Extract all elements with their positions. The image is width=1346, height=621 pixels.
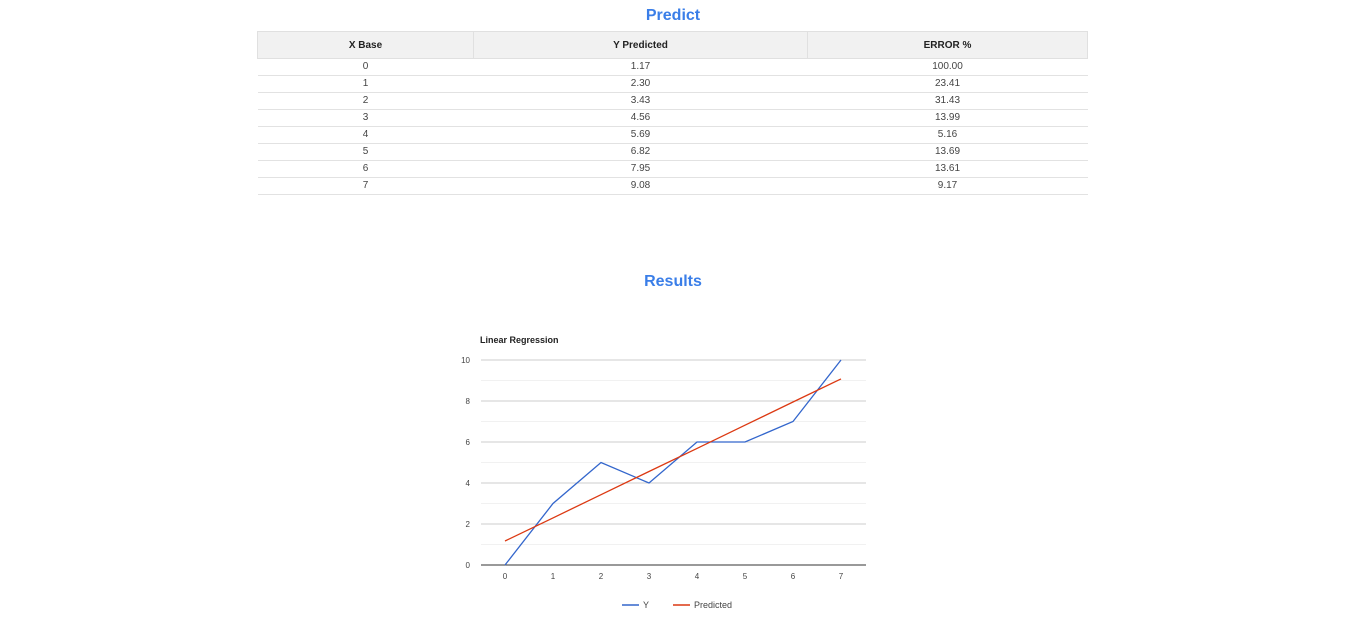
cell-x-base: 7 <box>257 177 474 195</box>
results-title: Results <box>644 273 702 290</box>
table-row: 4 5.69 5.16 <box>257 126 1088 144</box>
x-tick-label: 3 <box>647 572 652 581</box>
x-tick-label: 1 <box>551 572 556 581</box>
cell-x-base: 1 <box>257 75 474 93</box>
y-tick-label: 8 <box>466 397 471 406</box>
legend-label-predicted[interactable]: Predicted <box>694 600 732 610</box>
series-line-predicted[interactable] <box>504 378 842 542</box>
table-row: 3 4.56 13.99 <box>257 109 1088 127</box>
cell-error: 9.17 <box>807 177 1088 195</box>
cell-y-predicted: 6.82 <box>473 143 808 161</box>
x-tick-label: 5 <box>743 572 748 581</box>
cell-x-base: 3 <box>257 109 474 127</box>
cell-error: 5.16 <box>807 126 1088 144</box>
cell-error: 13.69 <box>807 143 1088 161</box>
cell-x-base: 6 <box>257 160 474 178</box>
cell-error: 13.99 <box>807 109 1088 127</box>
predict-table: X Base Y Predicted ERROR % 0 1.17 100.00… <box>257 31 1088 195</box>
cell-y-predicted: 5.69 <box>473 126 808 144</box>
table-row: 7 9.08 9.17 <box>257 177 1088 195</box>
column-header-x-base[interactable]: X Base <box>257 31 474 59</box>
cell-error: 23.41 <box>807 75 1088 93</box>
y-tick-label: 0 <box>466 561 471 570</box>
cell-x-base: 4 <box>257 126 474 144</box>
cell-y-predicted: 1.17 <box>473 58 808 76</box>
cell-y-predicted: 4.56 <box>473 109 808 127</box>
cell-y-predicted: 2.30 <box>473 75 808 93</box>
linear-regression-chart: Linear Regression 0 2 4 6 8 10 0 1 2 3 4 5 6 7 Y Predi… <box>461 335 866 610</box>
cell-error: 31.43 <box>807 92 1088 110</box>
cell-y-predicted: 7.95 <box>473 160 808 178</box>
cell-y-predicted: 9.08 <box>473 177 808 195</box>
y-tick-label: 10 <box>461 356 470 365</box>
cell-x-base: 0 <box>257 58 474 76</box>
x-tick-label: 2 <box>599 572 604 581</box>
legend-label-y[interactable]: Y <box>643 600 649 610</box>
x-tick-label: 7 <box>839 572 844 581</box>
cell-x-base: 5 <box>257 143 474 161</box>
table-row: 6 7.95 13.61 <box>257 160 1088 178</box>
chart-title: Linear Regression <box>480 335 559 345</box>
y-tick-label: 2 <box>466 520 471 529</box>
cell-y-predicted: 3.43 <box>473 92 808 110</box>
column-header-error[interactable]: ERROR % <box>807 31 1088 59</box>
column-header-y-predicted[interactable]: Y Predicted <box>473 31 808 59</box>
cell-x-base: 2 <box>257 92 474 110</box>
x-tick-label: 4 <box>695 572 700 581</box>
table-row: 2 3.43 31.43 <box>257 92 1088 110</box>
table-row: 5 6.82 13.69 <box>257 143 1088 161</box>
predict-title: Predict <box>645 7 701 24</box>
cell-error: 13.61 <box>807 160 1088 178</box>
table-header-row: X Base Y Predicted ERROR % <box>257 31 1088 59</box>
cell-error: 100.00 <box>807 58 1088 76</box>
table-row: 0 1.17 100.00 <box>257 58 1088 76</box>
table-row: 1 2.30 23.41 <box>257 75 1088 93</box>
series-line-y[interactable] <box>504 359 842 566</box>
x-tick-label: 0 <box>503 572 508 581</box>
y-tick-label: 4 <box>466 479 471 488</box>
x-tick-label: 6 <box>791 572 796 581</box>
y-tick-label: 6 <box>466 438 471 447</box>
